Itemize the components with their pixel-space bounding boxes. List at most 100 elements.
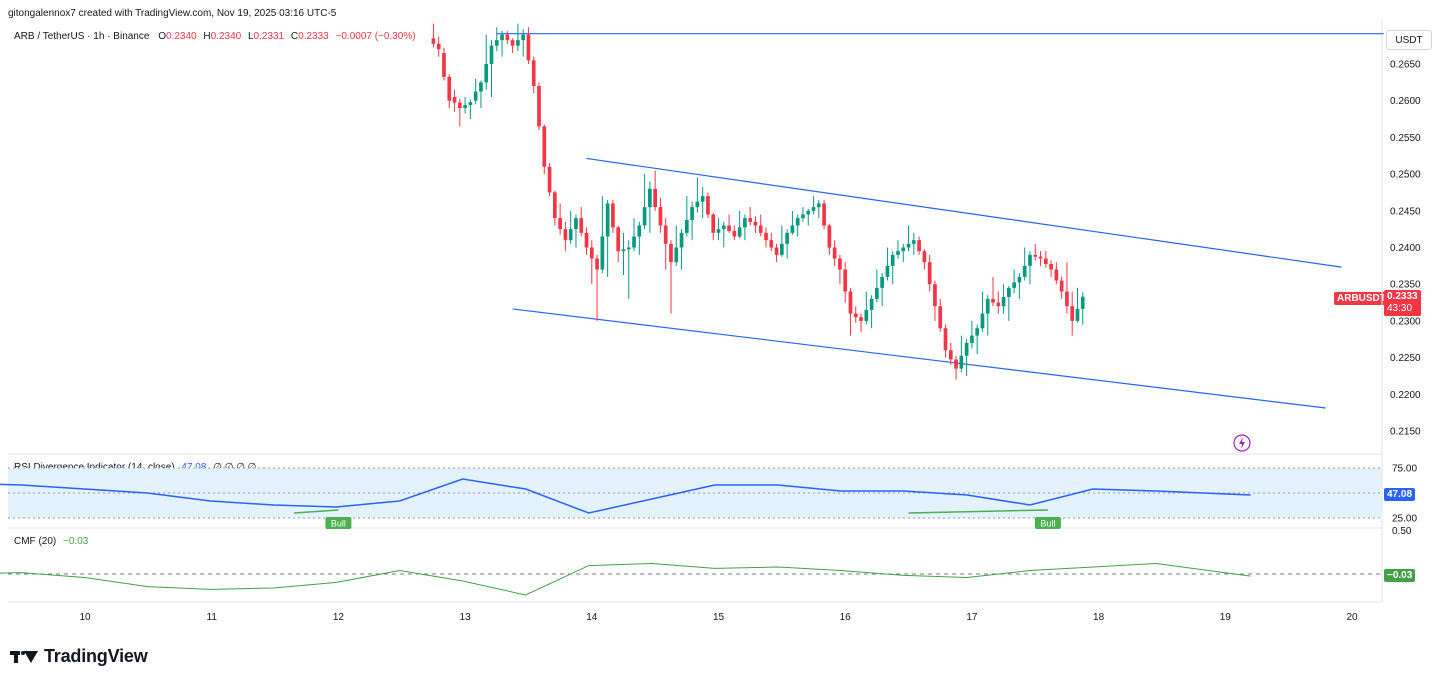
candle-body <box>468 102 473 106</box>
time-tick-label: 19 <box>1220 612 1232 623</box>
candle-body <box>721 225 726 230</box>
candle-body <box>753 221 758 226</box>
candle-body <box>568 229 573 241</box>
bull-badge-label: Bull <box>331 519 346 529</box>
candle-body <box>526 34 531 61</box>
currency-label[interactable]: USDT <box>1386 30 1432 50</box>
cmf-legend: CMF (20) −0.03 <box>14 536 88 547</box>
price-tick-label: 0.2400 <box>1390 243 1421 254</box>
candle-body <box>521 34 526 41</box>
rsi-tick-label: 75.00 <box>1392 464 1417 475</box>
candle-body <box>880 276 885 288</box>
time-tick-label: 18 <box>1093 612 1105 623</box>
candle-body <box>653 188 657 208</box>
candle-body <box>1001 297 1006 307</box>
candle-body <box>964 342 969 356</box>
candle-body <box>542 126 547 167</box>
candle-body <box>853 313 858 318</box>
symbol-tag: ARBUSDT <box>1334 292 1389 305</box>
candle-body <box>711 214 716 233</box>
candle-body <box>943 328 948 351</box>
candle-body <box>637 225 642 237</box>
candle-body <box>827 225 832 248</box>
time-tick-label: 13 <box>460 612 472 623</box>
last-price-tag: 0.2333 43:30 <box>1384 290 1421 316</box>
price-tick-label: 0.2200 <box>1390 390 1421 401</box>
candle-body <box>748 218 753 222</box>
attribution-text: gitongalennox7 created with TradingView.… <box>8 8 337 19</box>
candle-body <box>927 262 932 285</box>
brand-name: TradingView <box>44 646 148 666</box>
candle-body <box>489 45 494 64</box>
price-tick-label: 0.2450 <box>1390 206 1421 217</box>
candle-body <box>911 240 916 244</box>
close-value: 0.2333 <box>298 31 329 42</box>
time-tick-label: 16 <box>840 612 852 623</box>
candle-body <box>959 355 964 369</box>
candle-body <box>621 249 626 252</box>
candle-body <box>737 227 742 237</box>
candle-body <box>785 232 789 244</box>
tradingview-brand[interactable]: TradingView <box>10 646 148 667</box>
candle-body <box>774 247 779 255</box>
candle-body <box>452 97 457 103</box>
bull-badge-label: Bull <box>1040 519 1055 529</box>
candle-body <box>838 258 842 270</box>
candle-body <box>1017 276 1022 283</box>
price-tick-label: 0.2550 <box>1390 133 1421 144</box>
low-label: L <box>247 31 254 42</box>
candle-body <box>769 240 774 248</box>
candle-body <box>684 219 689 233</box>
open-value: 0.2340 <box>166 31 197 42</box>
rsi-line <box>0 478 1251 514</box>
tradingview-logo-icon <box>10 649 38 665</box>
candle-body <box>896 251 900 255</box>
candle-body <box>695 201 700 208</box>
last-price-value: 0.2333 <box>1387 291 1418 302</box>
candle-body <box>1033 254 1038 257</box>
candle-body <box>706 196 710 215</box>
candle-body <box>743 218 747 228</box>
time-tick-label: 17 <box>966 612 978 623</box>
candle-body <box>991 298 995 303</box>
candle-body <box>885 265 890 277</box>
high-label: H <box>203 31 211 42</box>
candle-body <box>727 225 731 231</box>
candle-body <box>574 218 578 230</box>
candle-body <box>1028 254 1032 266</box>
candle-body <box>890 254 895 266</box>
price-tick-label: 0.2600 <box>1390 96 1421 107</box>
candle-body <box>1007 287 1011 298</box>
candle-body <box>563 229 568 241</box>
candle-body <box>948 350 953 360</box>
candle-body <box>1012 282 1016 288</box>
candle-body <box>832 247 837 259</box>
candle-body <box>584 232 589 248</box>
candle-body <box>811 207 816 211</box>
candle-body <box>537 86 541 127</box>
candle-body <box>484 64 489 83</box>
candle-body <box>579 218 584 233</box>
candle-body <box>732 230 737 237</box>
rsi-current-badge: 47.08 <box>1384 488 1416 501</box>
candle-body <box>442 52 446 77</box>
candle-body <box>510 40 515 46</box>
candle-body <box>642 207 647 226</box>
rsi-tick-label: 25.00 <box>1392 514 1417 525</box>
candle-body <box>447 76 452 101</box>
candle-body <box>1049 264 1053 270</box>
lightning-icon[interactable] <box>1233 434 1251 452</box>
candle-body <box>1065 291 1069 307</box>
candle-body <box>1059 280 1064 292</box>
candle-body <box>494 40 499 46</box>
candle-body <box>901 247 906 252</box>
candle-body <box>869 298 874 310</box>
candle-body <box>679 232 684 248</box>
low-value: 0.2331 <box>253 31 285 42</box>
time-tick-label: 15 <box>713 612 725 623</box>
candle-body <box>922 251 927 263</box>
price-tick-label: 0.2250 <box>1390 353 1421 364</box>
candle-body <box>843 269 848 292</box>
candle-body <box>616 227 621 252</box>
candle-body <box>1075 308 1080 321</box>
